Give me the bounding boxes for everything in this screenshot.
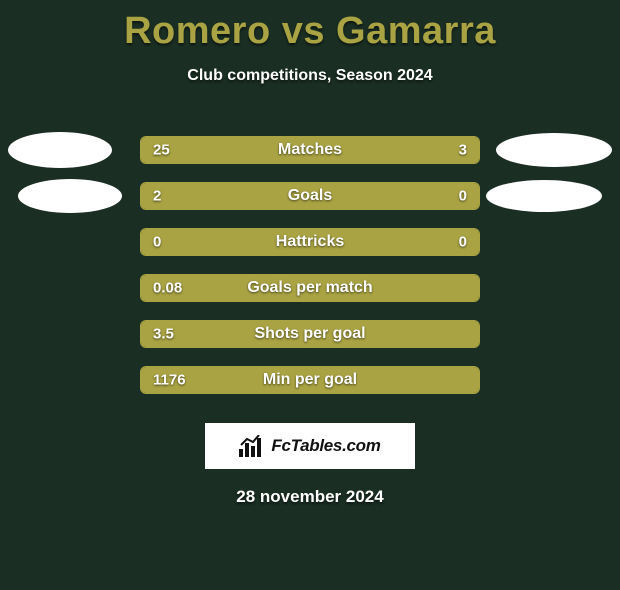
value-left: 0	[153, 234, 161, 251]
stat-label: Min per goal	[263, 371, 357, 389]
stat-label: Goals per match	[247, 279, 372, 297]
site-logo: FcTables.com	[205, 423, 415, 469]
stat-row: 25 3 Matches	[0, 127, 620, 173]
stat-label: Hattricks	[276, 233, 344, 251]
stats-container: 25 3 Matches 2 0 Goals 0 0 Hattricks 0.08 Goals pe…	[0, 127, 620, 403]
stat-row: 3.5 Shots per goal	[0, 311, 620, 357]
bar-right-fill	[411, 137, 479, 163]
value-right: 0	[459, 188, 467, 205]
value-left: 25	[153, 142, 170, 159]
stat-bar: 0.08 Goals per match	[140, 274, 480, 302]
bar-left-fill	[141, 183, 405, 209]
stat-row: 0 0 Hattricks	[0, 219, 620, 265]
player-right-avatar	[486, 180, 602, 212]
value-left: 3.5	[153, 326, 174, 343]
stat-row: 1176 Min per goal	[0, 357, 620, 403]
stat-row: 2 0 Goals	[0, 173, 620, 219]
date-label: 28 november 2024	[0, 487, 620, 507]
stat-label: Matches	[278, 141, 342, 159]
subtitle: Club competitions, Season 2024	[0, 67, 620, 85]
value-left: 2	[153, 188, 161, 205]
stat-bar: 2 0 Goals	[140, 182, 480, 210]
logo-text: FcTables.com	[271, 436, 380, 456]
stat-bar: 25 3 Matches	[140, 136, 480, 164]
bar-right-fill	[405, 183, 479, 209]
stat-label: Shots per goal	[254, 325, 365, 343]
stat-row: 0.08 Goals per match	[0, 265, 620, 311]
value-left: 1176	[153, 372, 186, 389]
bar-left-fill	[141, 137, 411, 163]
value-right: 3	[459, 142, 467, 159]
stat-bar: 0 0 Hattricks	[140, 228, 480, 256]
stat-bar: 3.5 Shots per goal	[140, 320, 480, 348]
player-left-avatar	[18, 179, 122, 213]
page-title: Romero vs Gamarra	[0, 10, 620, 53]
value-right: 0	[459, 234, 467, 251]
player-left-avatar	[8, 132, 112, 168]
stat-bar: 1176 Min per goal	[140, 366, 480, 394]
value-left: 0.08	[153, 280, 182, 297]
player-right-avatar	[496, 133, 612, 167]
stat-label: Goals	[288, 187, 332, 205]
chart-icon	[239, 435, 265, 457]
